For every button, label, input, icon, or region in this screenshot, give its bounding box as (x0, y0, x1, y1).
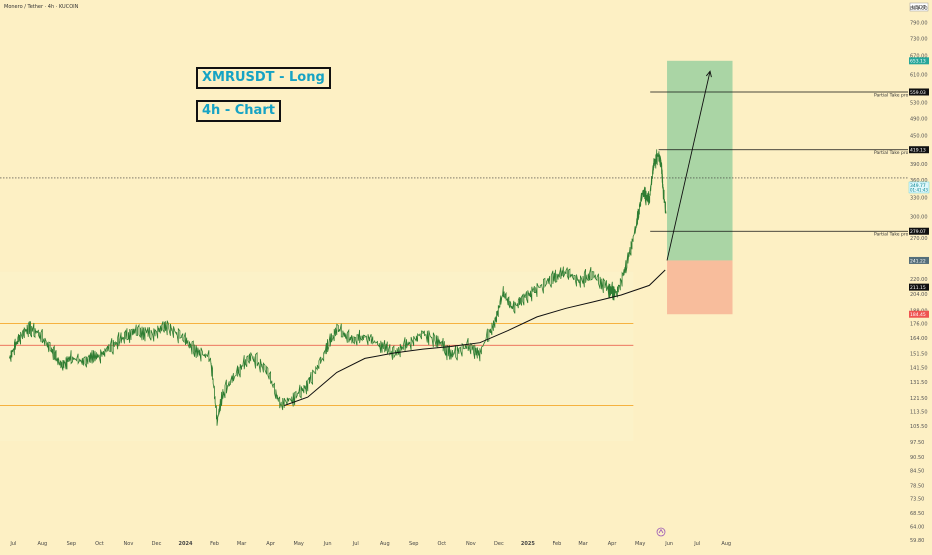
y-tick-label: 105.50 (910, 424, 928, 430)
y-tick-label: 204.00 (910, 292, 928, 298)
y-tick-label: 220.00 (910, 277, 928, 283)
y-tick-label: 490.00 (910, 116, 928, 122)
y-tick-label: 330.00 (910, 196, 928, 202)
y-tick-label: 68.50 (910, 511, 924, 517)
x-tick-label: Apr (608, 541, 618, 547)
x-tick-label: Aug (721, 541, 731, 547)
take-profit-label: Partial Take profit (874, 92, 913, 98)
x-tick-label: Apr (266, 541, 276, 547)
y-tick-label: 300.00 (910, 215, 928, 221)
entry-badge-text: 241.22 (910, 258, 926, 264)
x-tick-label: Oct (437, 541, 446, 547)
y-tick-label: 131.50 (910, 380, 928, 386)
y-tick-label: 141.50 (910, 365, 928, 371)
x-tick-label: 2025 (521, 541, 535, 547)
x-tick-label: Sep (67, 541, 76, 547)
y-tick-label: 610.00 (910, 72, 928, 78)
y-tick-label: 450.00 (910, 133, 928, 139)
x-tick-label: Aug (380, 541, 390, 547)
y-tick-label: 176.00 (910, 322, 928, 328)
take-profit-lines: Partial Take profit Partial Take profit Pa… (650, 91, 913, 238)
y-tick-label: 670.00 (910, 54, 928, 60)
x-tick-label: Mar (578, 541, 588, 547)
x-tick-label: Jul (9, 541, 16, 547)
x-tick-label: Dec (152, 541, 162, 547)
entry-badge (909, 256, 929, 264)
x-tick-label: Sep (409, 541, 418, 547)
moving-average-line (284, 269, 666, 406)
long-position-tool[interactable] (667, 60, 733, 315)
current-price-countdown: 01:41:43 (910, 187, 928, 192)
loss-zone (667, 260, 733, 315)
y-tick-label: 64.00 (910, 524, 924, 530)
profit-zone (667, 60, 733, 261)
horizontal-levels (0, 323, 634, 406)
x-tick-label: Jul (352, 541, 359, 547)
take-profit-label: Partial Take profit (874, 150, 913, 156)
x-tick-label: Jun (664, 541, 673, 547)
price-axis-background (908, 0, 932, 550)
y-tick-label: 164.00 (910, 336, 928, 342)
y-tick-label: 113.50 (910, 410, 928, 416)
x-tick-label: Jun (323, 541, 332, 547)
tradingview-logo[interactable] (656, 527, 666, 537)
timeframe-label: 4h - Chart (196, 100, 281, 123)
y-tick-label: 121.50 (910, 396, 928, 402)
y-tick-label: 151.50 (910, 352, 928, 358)
symbol-title: Monero / Tether · 4h · KUCOIN (4, 4, 79, 10)
ma-badge (909, 283, 929, 291)
long-label: XMRUSDT - Long (196, 67, 331, 90)
current-price-value: 349.77 (910, 183, 926, 189)
tp3-badge-text: 279.07 (910, 229, 926, 235)
x-tick-label: Mar (237, 541, 247, 547)
stop-badge-text: 184.45 (910, 312, 926, 318)
y-tick-label: 270.00 (910, 236, 928, 242)
ma-badge-text: 211.15 (910, 285, 926, 291)
x-tick-label: Feb (210, 541, 219, 547)
x-tick-label: Feb (552, 541, 561, 547)
arrow-head (705, 70, 712, 78)
take-profit-label: Partial Take profit (874, 232, 913, 238)
x-tick-label: Dec (494, 541, 504, 547)
x-tick-label: May (635, 541, 645, 547)
price-badges: 653.13 559.03 419.13 279.07 241.22 211.15 184.… (908, 57, 930, 318)
target-badge (909, 57, 929, 65)
y-tick-label: 530.00 (910, 101, 928, 107)
y-tick-label: 90.50 (910, 455, 924, 461)
current-price-badge (908, 181, 930, 194)
tp1-badge-text: 559.03 (910, 90, 926, 96)
x-tick-label: Aug (37, 541, 47, 547)
target-badge-text: 653.13 (910, 59, 926, 65)
x-tick-label: 2024 (179, 541, 193, 547)
x-tick-label: Nov (466, 541, 476, 547)
tp3-badge (909, 227, 929, 235)
y-tick-label: 790.00 (910, 21, 928, 27)
y-tick-label: 730.00 (910, 37, 928, 43)
currency-badge[interactable] (909, 2, 929, 12)
y-tick-label: 97.50 (910, 440, 924, 446)
currency-badge-label: USDT (912, 5, 927, 11)
x-tick-label: Jul (693, 541, 700, 547)
y-tick-label: 78.50 (910, 483, 924, 489)
tp1-badge (909, 88, 929, 96)
y-tick-label: 390.00 (910, 162, 928, 168)
stop-badge (909, 310, 929, 318)
projection-arrow (666, 70, 712, 261)
y-tick-label: 84.50 (910, 469, 924, 475)
time-axis[interactable]: Jul Aug Sep Oct Nov Dec 2024 Feb Mar Apr May Jun Jul… (9, 541, 731, 547)
y-tick-label: 850.00 (910, 6, 928, 12)
tp2-badge-text: 419.13 (910, 148, 926, 154)
arrow-shaft (666, 71, 711, 261)
x-tick-label: May (294, 541, 304, 547)
y-tick-label: 360.00 (910, 178, 928, 184)
x-tick-label: Nov (124, 541, 134, 547)
y-tick-label: 73.50 (910, 497, 924, 503)
tp2-badge (909, 146, 929, 154)
price-series-line (9, 149, 667, 426)
x-tick-label: Oct (95, 541, 104, 547)
y-tick-label: 59.80 (910, 538, 924, 544)
